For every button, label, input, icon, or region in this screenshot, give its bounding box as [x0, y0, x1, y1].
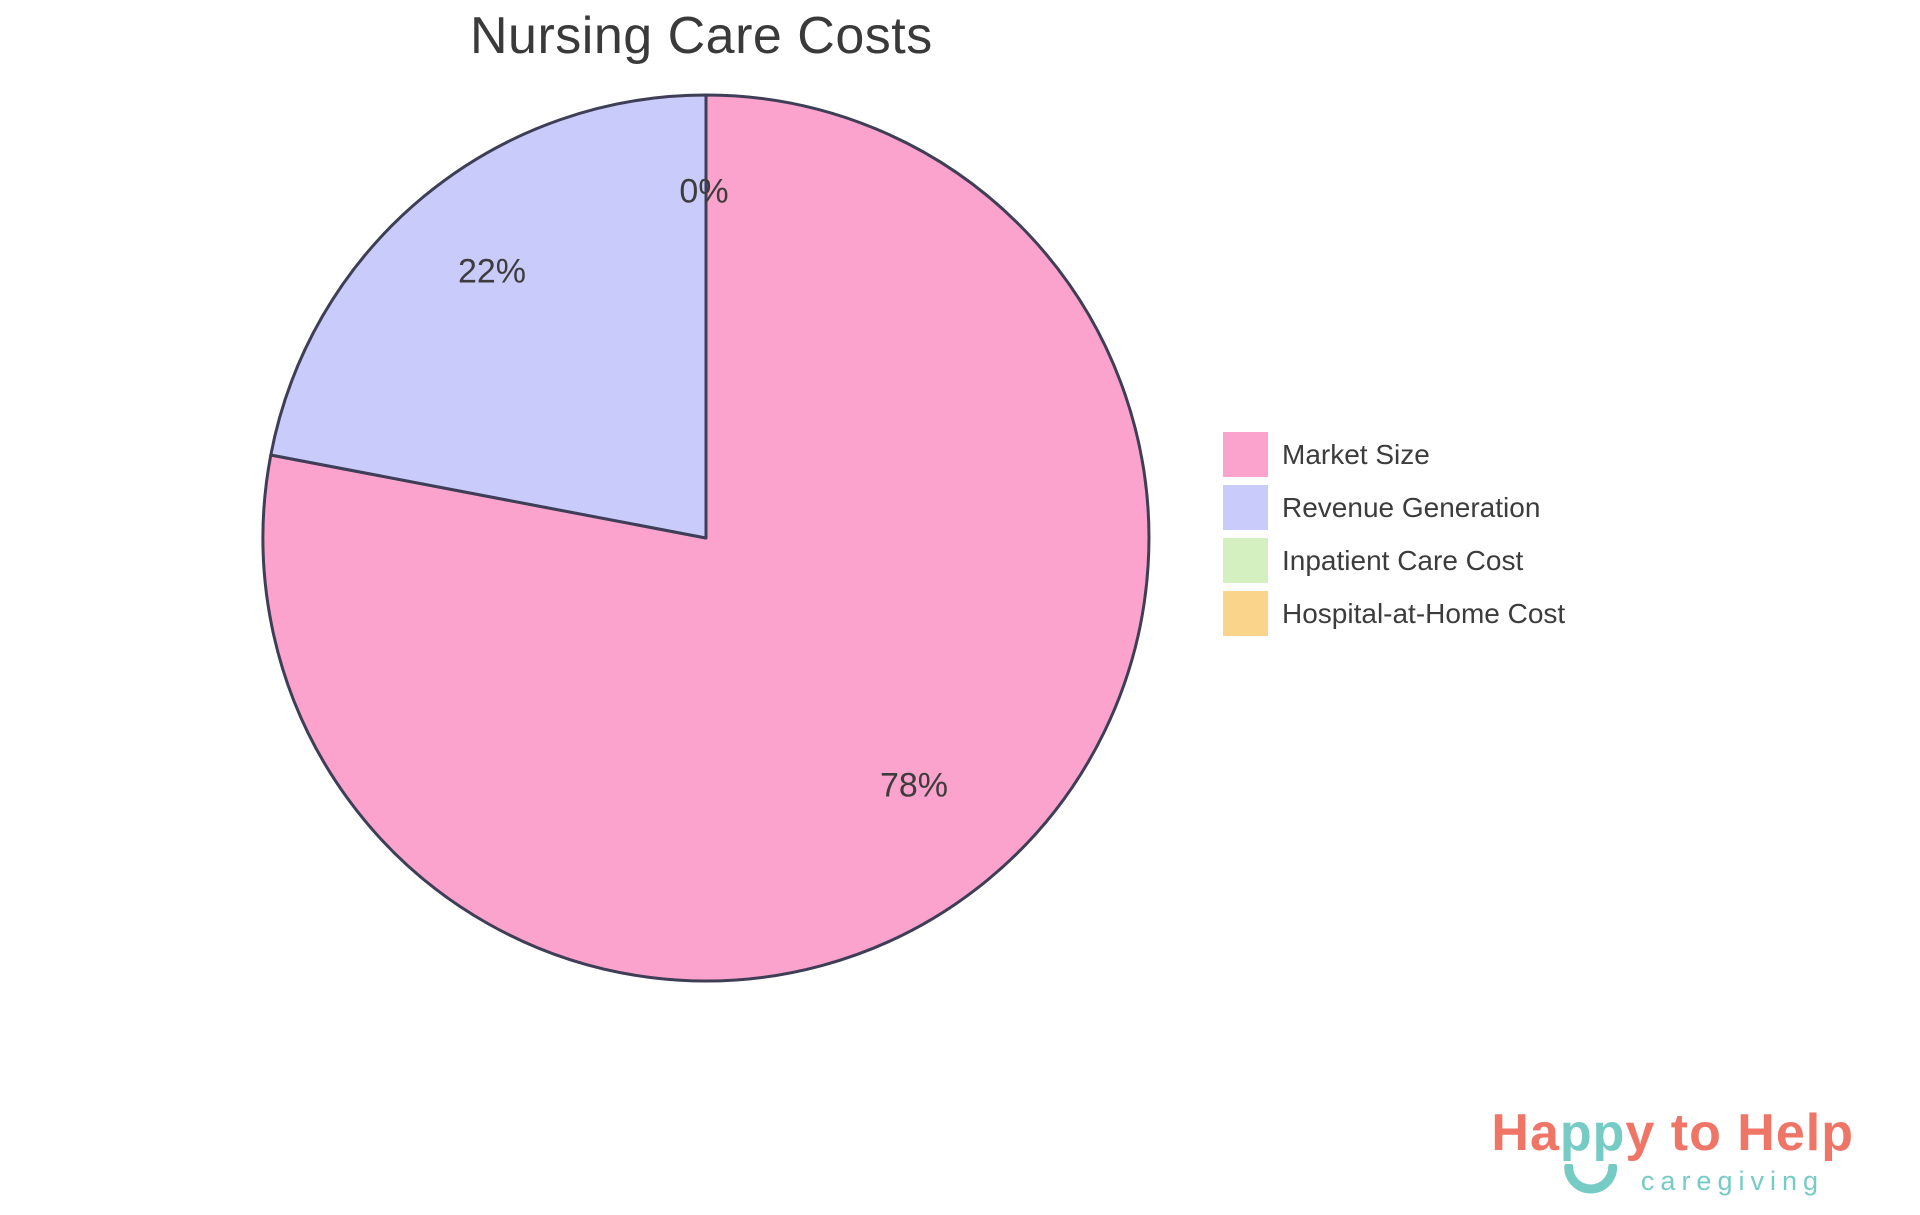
- logo-text-ha: Ha: [1491, 1104, 1560, 1162]
- legend-item-revenue-generation[interactable]: Revenue Generation: [1223, 485, 1565, 530]
- legend-label: Inpatient Care Cost: [1282, 544, 1524, 576]
- logo-pp-wrap: pp: [1559, 1102, 1626, 1194]
- legend-swatch-revenue-generation: [1223, 485, 1268, 530]
- legend-label: Hospital-at-Home Cost: [1282, 597, 1566, 629]
- slice-label-revenue-generation: 22%: [457, 252, 527, 291]
- pie-slice-revenue-generation[interactable]: [269, 93, 708, 540]
- legend-label: Market Size: [1282, 438, 1430, 470]
- legend-item-inpatient-care-cost[interactable]: Inpatient Care Cost: [1223, 538, 1565, 583]
- slice-label-market-size: 78%: [879, 766, 949, 805]
- logo-text-y: y: [1625, 1104, 1656, 1162]
- logo-tagline: caregiving: [1640, 1166, 1824, 1197]
- legend-item-hospital-at-home-cost[interactable]: Hospital-at-Home Cost: [1223, 591, 1565, 636]
- logo-wordmark: Happ y to Help: [1491, 1102, 1854, 1194]
- legend-swatch-inpatient-care-cost: [1223, 538, 1268, 583]
- legend-swatch-hospital-at-home-cost: [1223, 591, 1268, 636]
- logo-text-pp: pp: [1559, 1104, 1626, 1162]
- logo-text-to-help: to Help: [1655, 1104, 1854, 1162]
- pie-slice-market-size[interactable]: [261, 93, 1151, 983]
- slice-label-zero-percent: 0%: [679, 172, 729, 211]
- smile-icon: [1563, 1164, 1617, 1194]
- legend-item-market-size[interactable]: Market Size: [1223, 432, 1565, 477]
- legend: Market Size Revenue Generation Inpatient…: [1223, 432, 1565, 644]
- legend-swatch-market-size: [1223, 432, 1268, 477]
- logo-happy-to-help: Happ y to Help caregiving: [1491, 1102, 1854, 1197]
- legend-label: Revenue Generation: [1282, 491, 1541, 523]
- chart-title: Nursing Care Costs: [470, 7, 933, 65]
